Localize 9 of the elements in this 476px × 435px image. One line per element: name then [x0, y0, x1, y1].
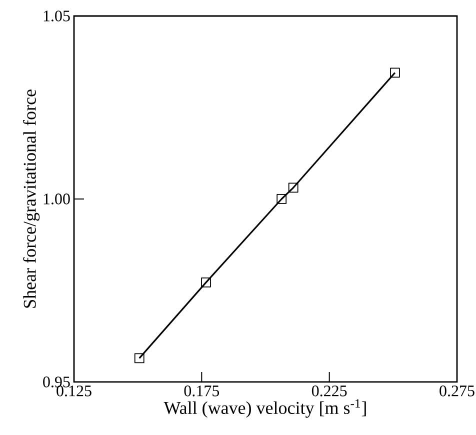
- y-tick-label: 1.05: [44, 10, 70, 22]
- x-tick-label: 0.225: [312, 386, 347, 396]
- x-tick-label: 0.275: [440, 386, 474, 396]
- y-axis-title: Shear force/gravitational force: [23, 90, 40, 308]
- y-tick-label: 1.00: [44, 194, 70, 204]
- y-tick-label: 0.95: [43, 376, 70, 388]
- x-tick-label: 0.125: [56, 386, 92, 396]
- x-tick-label: 0.175: [184, 386, 220, 396]
- x-axis-title: Wall (wave) velocity [m s$^{-1}$]: [164, 399, 366, 418]
